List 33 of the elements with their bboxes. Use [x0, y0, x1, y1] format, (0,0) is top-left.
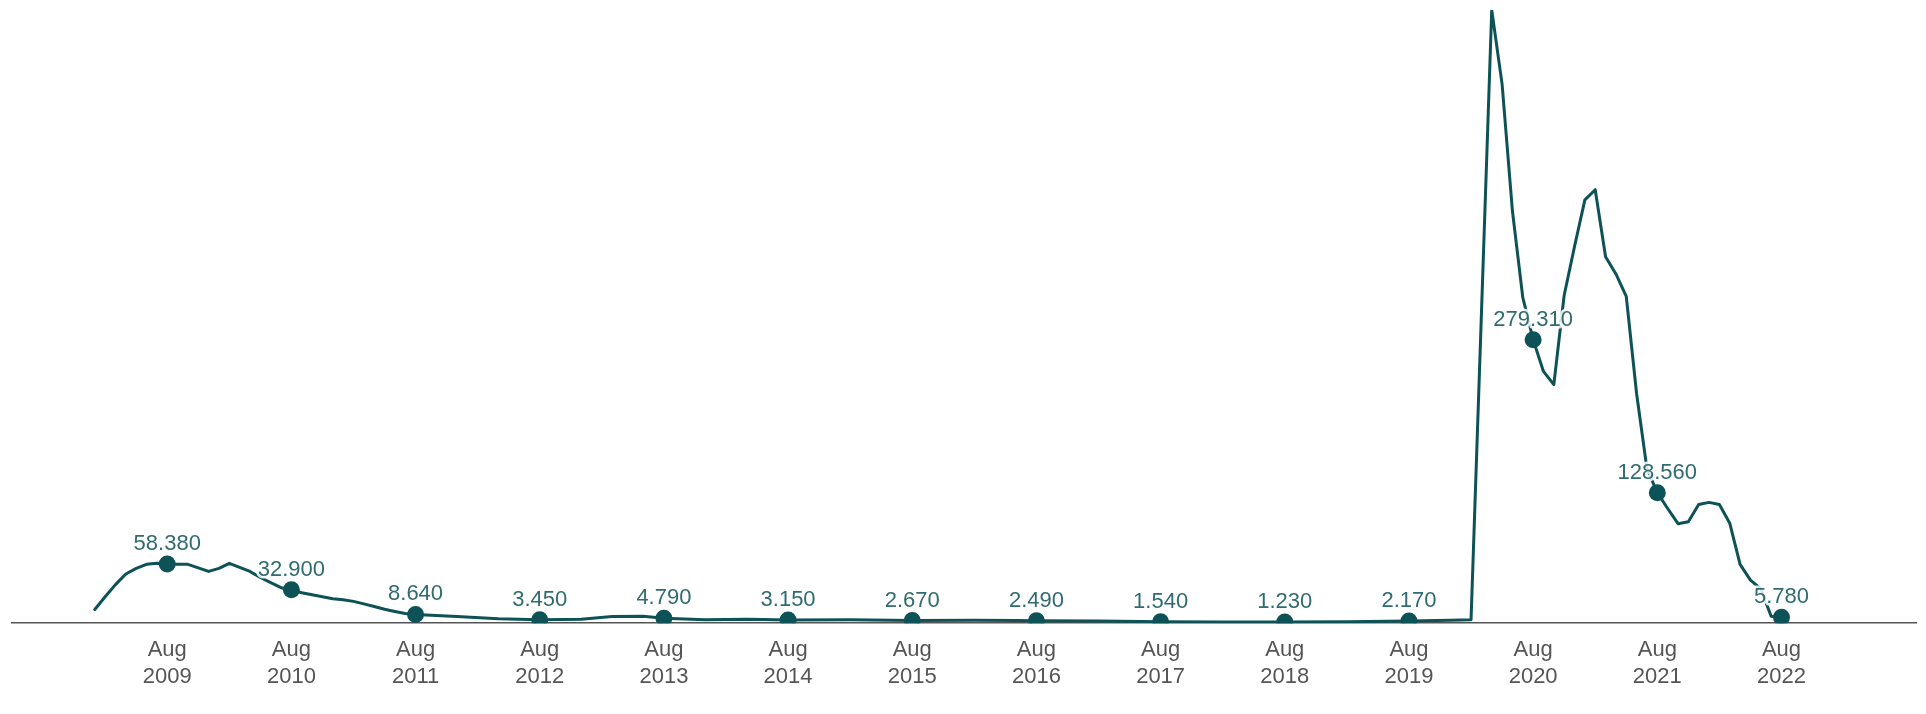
- data-label: 1.540: [1133, 587, 1189, 613]
- data-label: 1.230: [1257, 588, 1313, 614]
- point: [1772, 608, 1790, 624]
- x-tick-label: Aug 2010: [266, 636, 316, 688]
- x-tick-label: Aug 2016: [1011, 636, 1061, 688]
- x-tick-label: Aug 2013: [639, 636, 689, 688]
- x-tick-label: Aug 2020: [1508, 636, 1558, 688]
- x-tick-label: Aug 2015: [887, 636, 937, 688]
- point: [158, 555, 176, 573]
- data-label: 3.450: [512, 585, 568, 611]
- point: [655, 609, 673, 624]
- x-tick-label: Aug 2011: [391, 636, 440, 688]
- data-label: 8.640: [388, 580, 444, 606]
- x-tick-label: Aug 2018: [1260, 636, 1310, 688]
- point: [1648, 484, 1666, 502]
- point: [407, 605, 425, 623]
- data-label: 2.670: [884, 586, 940, 612]
- data-label: 2.170: [1381, 587, 1437, 613]
- data-label: 2.490: [1008, 586, 1064, 612]
- data-label: 32.900: [257, 555, 326, 581]
- x-tick-label: Aug 2009: [142, 636, 192, 688]
- data-label: 58.380: [133, 529, 201, 555]
- x-tick-label: Aug 2017: [1136, 636, 1186, 688]
- x-tick-label: Aug 2014: [763, 636, 813, 688]
- x-tick-label: Aug 2022: [1757, 636, 1806, 688]
- point: [531, 611, 549, 624]
- x-tick-label: Aug 2012: [515, 636, 565, 688]
- point: [779, 611, 797, 624]
- data-label: 3.150: [760, 586, 816, 612]
- x-tick-label: Aug 2021: [1632, 636, 1682, 688]
- data-label: 4.790: [636, 584, 692, 610]
- point: [1524, 331, 1542, 349]
- x-tick-label: Aug 2019: [1384, 636, 1434, 688]
